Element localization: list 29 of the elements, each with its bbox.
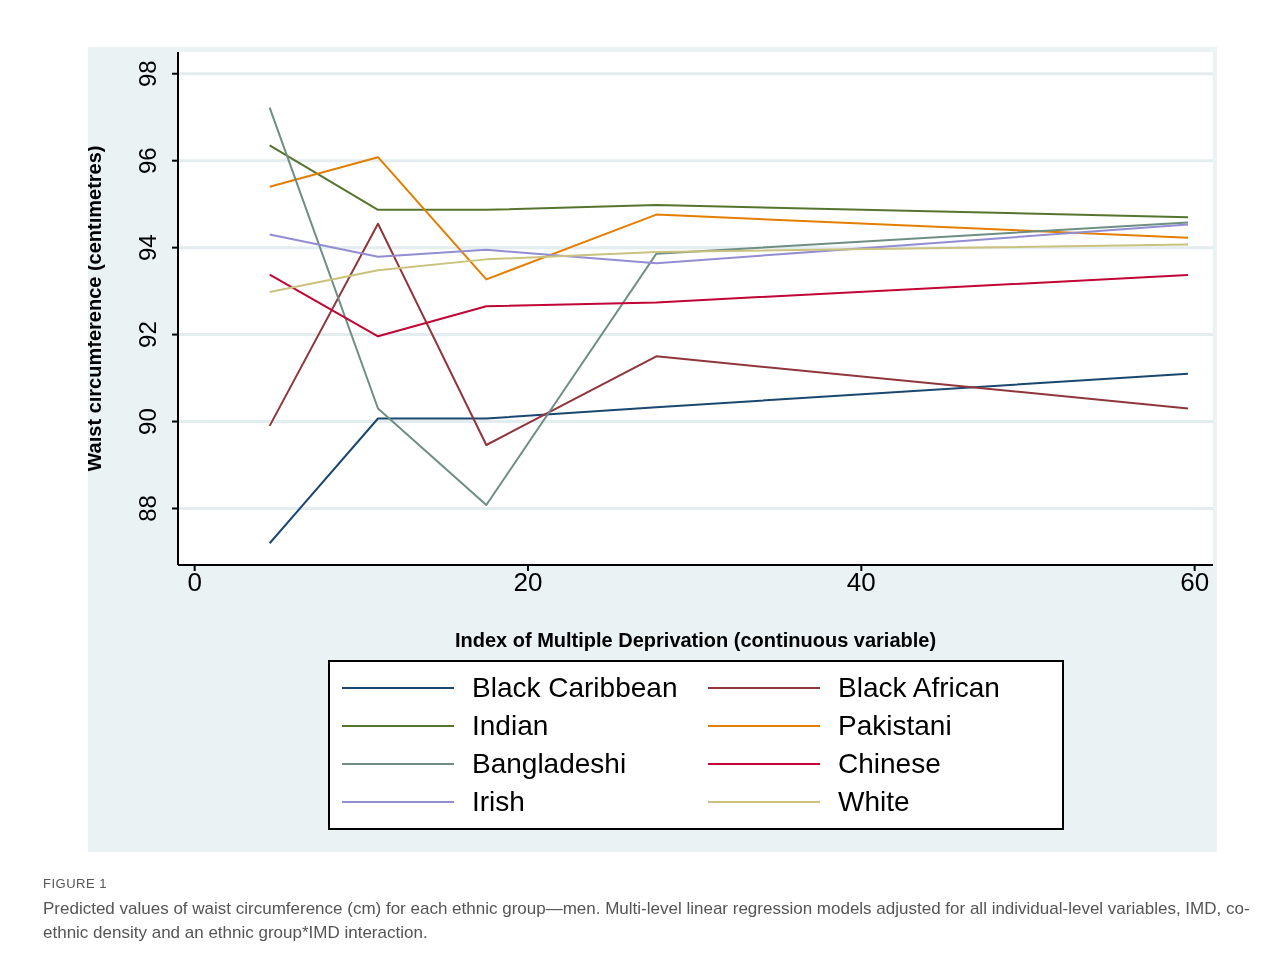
- legend-label: Pakistani: [838, 710, 952, 742]
- legend-label: Black Caribbean: [472, 672, 678, 704]
- line-series: [268, 156, 1189, 281]
- legend-label: Black African: [838, 672, 1000, 704]
- line-series: [268, 273, 1189, 338]
- line-series: [268, 106, 1189, 507]
- x-tick-label: 40: [846, 567, 876, 598]
- caption: FIGURE 1: [43, 876, 107, 891]
- x-tick-label: 60: [1180, 567, 1210, 598]
- y-tick-label: 90: [134, 408, 161, 435]
- text: Predicted values of waist circumference (cm) for each ethnic group—men. Multi-level linear regression models adjusted for all individual-level variables, IMD, co-ethnic density and an ethnic group*IMD interaction.: [43, 898, 1251, 944]
- x-tick-label: 0: [187, 567, 202, 598]
- line-series: [268, 144, 1189, 219]
- y-tick-label: 98: [134, 60, 161, 88]
- legend-label: Irish: [472, 786, 525, 818]
- y-tick-label: 92: [134, 321, 161, 348]
- x-axis-title: Index of Multiple Deprivation (continuous variable): [454, 629, 937, 651]
- y-tick-label: 88: [134, 495, 161, 522]
- y-tick-label: 94: [134, 234, 161, 261]
- legend-label: Chinese: [838, 748, 941, 780]
- x-tick-label: 20: [513, 567, 543, 598]
- y-tick-label: 96: [134, 147, 161, 175]
- line-series: [268, 223, 1189, 265]
- legend-label: Indian: [472, 710, 549, 742]
- legend-label: White: [838, 786, 910, 818]
- legend-label: Bangladeshi: [472, 748, 627, 780]
- line-series: [268, 372, 1189, 545]
- line-series: [268, 243, 1189, 293]
- line-series: [268, 222, 1189, 447]
